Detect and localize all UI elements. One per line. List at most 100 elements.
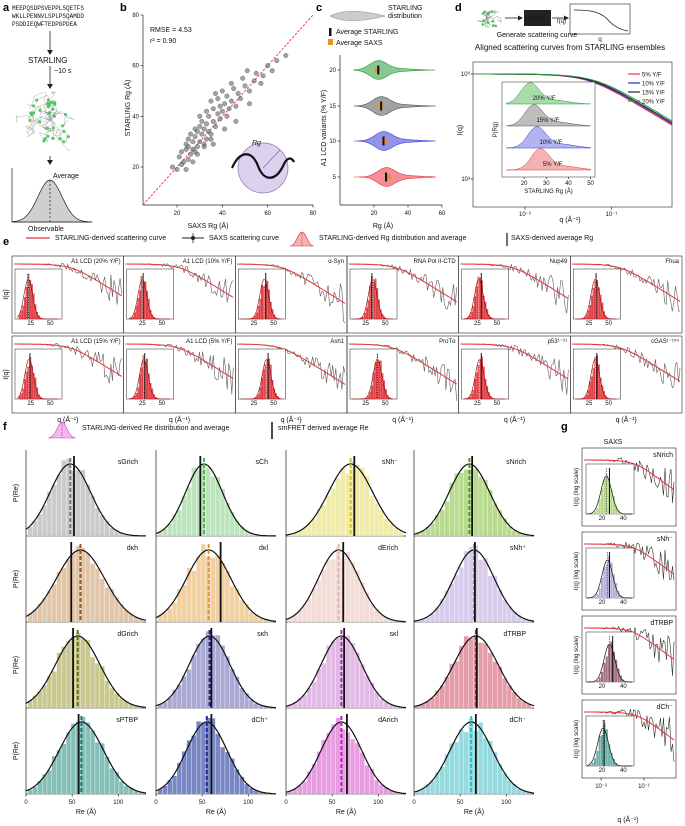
f-hist-bar bbox=[42, 773, 48, 795]
g-hist-bar bbox=[605, 656, 609, 683]
f-kde-curve bbox=[25, 635, 147, 708]
scatter-plot-rg: 20 40 60 80 20 40 60 80 Rg bbox=[132, 13, 317, 217]
e-hist-bar bbox=[585, 314, 588, 320]
f-xtick-label: 0 bbox=[24, 800, 28, 806]
e-hist-bar bbox=[384, 389, 387, 400]
f-hist-bar bbox=[46, 590, 52, 623]
f-xtick-label: 100 bbox=[373, 800, 384, 806]
e-hist-bar bbox=[365, 307, 368, 320]
b-point bbox=[208, 131, 214, 137]
e-hist-bar bbox=[362, 316, 365, 320]
f-hist-bar bbox=[186, 669, 192, 709]
f-hist-bar bbox=[482, 643, 488, 709]
ensemble-chain bbox=[38, 119, 63, 143]
e-cell: A1 LCD (10% Y/F) 25 50 bbox=[123, 255, 236, 334]
f-hist-bar bbox=[492, 661, 498, 709]
f-hist-bar bbox=[359, 664, 365, 709]
f-hist-bar bbox=[90, 730, 96, 795]
b-point bbox=[242, 83, 248, 89]
f-hist-bar bbox=[109, 767, 115, 795]
f-hist-bar bbox=[311, 518, 317, 537]
sequence-line-2: WKLLPENNVLSPLPSQAMDD bbox=[12, 13, 84, 20]
mini-residue bbox=[481, 12, 485, 15]
f-hist-bar bbox=[181, 675, 187, 709]
e-hist-bar bbox=[259, 387, 262, 400]
f-hist-bar bbox=[473, 468, 479, 537]
f-ylabel: P(Re) bbox=[13, 742, 20, 760]
b-point bbox=[251, 78, 257, 84]
g-hist-bar bbox=[593, 757, 597, 767]
d-ytick-label: 10⁰ bbox=[461, 71, 471, 78]
protein-mini-icon bbox=[477, 9, 502, 28]
d-inset-dist bbox=[506, 148, 591, 171]
e-cell-title: A1 LCD (5% Y/F) bbox=[186, 339, 232, 345]
f-cell-title: sNrich bbox=[506, 459, 526, 466]
b-point bbox=[213, 124, 218, 129]
f-hist-bar bbox=[439, 509, 445, 537]
b-point bbox=[233, 103, 239, 109]
b-point bbox=[258, 80, 264, 86]
b-point bbox=[199, 118, 205, 124]
g-hist-bar bbox=[598, 677, 602, 683]
aromatic-residue bbox=[47, 111, 51, 115]
g-cell: dCh⁻ 20 40 I(q) (log scale) 10⁻² 10⁻¹ bbox=[574, 699, 677, 790]
mini-residue bbox=[491, 20, 495, 23]
e-hist-fit bbox=[128, 358, 170, 400]
b-point bbox=[224, 93, 230, 99]
f-hist-bar bbox=[229, 585, 235, 623]
g-hist-bar bbox=[603, 566, 606, 599]
aromatic-residue bbox=[45, 126, 49, 130]
g-hist-fit bbox=[586, 727, 632, 767]
e-hist-bar bbox=[257, 306, 260, 320]
mini-residue bbox=[494, 24, 498, 28]
e-hist-bar bbox=[477, 365, 480, 400]
f-hist-bar bbox=[94, 568, 100, 623]
f-hist-bar bbox=[487, 652, 493, 709]
e-hist-bar bbox=[583, 317, 586, 320]
d-xlabel: q (Å⁻¹) bbox=[559, 215, 580, 224]
f-hist-bar bbox=[316, 668, 322, 709]
aromatic-residue bbox=[51, 136, 55, 140]
observable-distribution bbox=[11, 168, 93, 223]
b-point bbox=[260, 73, 266, 79]
c-ytick-label: 5 bbox=[333, 175, 337, 181]
f-hist-bar bbox=[104, 756, 110, 795]
f-hist-bar bbox=[326, 560, 332, 623]
g-hist-bar bbox=[593, 596, 597, 599]
f-hist-bar bbox=[70, 723, 76, 795]
b-point bbox=[222, 126, 228, 132]
e-hist-fit bbox=[463, 359, 505, 400]
c-violin bbox=[353, 60, 436, 80]
g-ylabel: I(q) (log scale) bbox=[574, 636, 580, 674]
f-hist-bar bbox=[51, 755, 57, 795]
g-hist-bar bbox=[614, 659, 618, 683]
e-hist-bar bbox=[255, 396, 258, 400]
rmse-label: RMSE = 4.53 bbox=[150, 27, 192, 34]
f-kde-curve bbox=[155, 635, 277, 709]
e-hist-bar bbox=[587, 310, 590, 320]
e-hist-bar bbox=[587, 389, 590, 400]
g-hist-bar bbox=[598, 588, 602, 599]
b-point bbox=[204, 136, 209, 142]
g-hist-bar bbox=[600, 671, 604, 683]
f-legend-dist: STARLING-derived Re distribution and ave… bbox=[82, 425, 229, 432]
e-hist-bar bbox=[369, 285, 372, 320]
e-inset-tick: 25 bbox=[474, 321, 481, 327]
e-cell: Ash1 25 50 q (Å⁻¹) bbox=[235, 335, 348, 424]
generate-label: Generate scattering curve bbox=[497, 32, 578, 39]
g-hist-bar bbox=[596, 508, 599, 515]
ensemble-chain bbox=[46, 91, 59, 121]
e-hist-bar bbox=[18, 396, 21, 400]
e-xlabel: q (Å⁻¹) bbox=[57, 415, 78, 424]
e-hist-bar bbox=[255, 312, 258, 320]
e-hist-bar bbox=[590, 295, 593, 320]
f-hist-bar bbox=[32, 786, 38, 795]
f-hist-bar bbox=[321, 569, 327, 623]
c-violin bbox=[353, 96, 436, 116]
d-xtick-label: 10⁻¹ bbox=[606, 212, 618, 218]
e-hist-bar bbox=[474, 379, 477, 400]
g-model-curve bbox=[584, 627, 675, 660]
b-point bbox=[269, 68, 275, 74]
e-hist-bar bbox=[24, 379, 26, 400]
b-point bbox=[217, 103, 223, 109]
